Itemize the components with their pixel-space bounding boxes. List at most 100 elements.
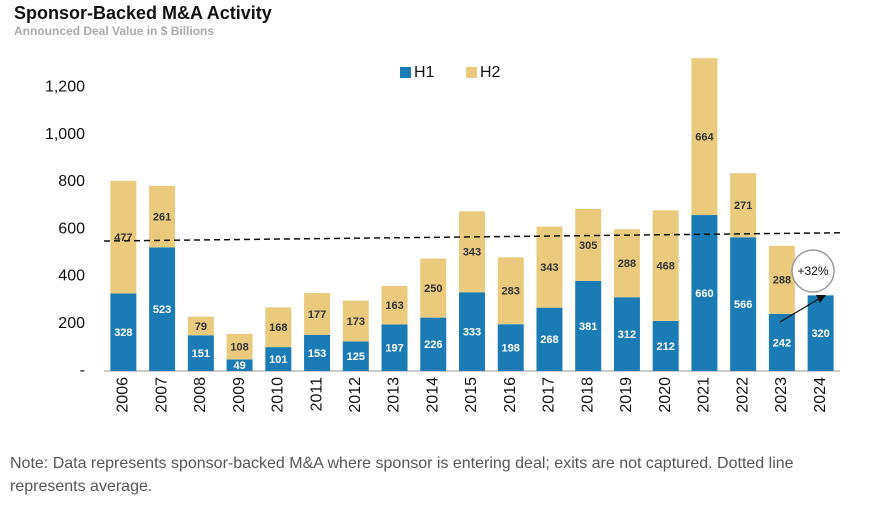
data-label: 49: [233, 360, 245, 372]
bar-segment: [226, 359, 253, 371]
annotation-circle: [791, 249, 835, 293]
legend-label: H1: [414, 64, 435, 81]
x-tick-label: 2013: [386, 377, 403, 413]
bar-segment: [730, 237, 757, 371]
annotation: +32%: [797, 264, 828, 278]
bar-segment: [420, 258, 447, 318]
data-label: 343: [540, 262, 558, 274]
y-tick-label: -: [80, 362, 85, 379]
data-label: 312: [618, 329, 636, 341]
bar-segment: [730, 173, 757, 238]
x-tick-label: 2018: [579, 377, 596, 413]
x-tick-label: 2007: [153, 377, 170, 413]
x-tick-label: 2010: [270, 377, 287, 413]
x-tick-label: 2016: [502, 377, 519, 413]
x-tick-label: 2008: [192, 377, 209, 413]
data-label: 125: [347, 351, 365, 363]
data-label: 268: [540, 334, 558, 346]
bar-segment: [187, 335, 214, 371]
bar-segment: [304, 293, 331, 335]
bar-segment: [768, 313, 795, 371]
data-label: 477: [114, 232, 132, 244]
bar-segment: [497, 324, 524, 371]
data-label: 664: [695, 132, 714, 144]
x-tick-label: 2012: [347, 377, 364, 413]
y-tick-label: 200: [58, 315, 85, 332]
bar-segment: [110, 180, 137, 294]
data-label: 250: [424, 283, 442, 295]
x-tick-label: 2014: [424, 377, 441, 413]
bar-segment: [497, 257, 524, 325]
x-tick-label: 2024: [812, 377, 829, 413]
y-tick-label: 1,000: [45, 126, 85, 143]
bar-segment: [304, 334, 331, 371]
data-label: 283: [502, 286, 520, 298]
data-label: 660: [695, 288, 713, 300]
bar-segment: [420, 317, 447, 371]
data-label: 79: [195, 321, 207, 333]
bar-segment: [110, 293, 137, 371]
data-label: 305: [579, 240, 597, 252]
x-tick-label: 2015: [463, 377, 480, 413]
data-label: 163: [385, 300, 403, 312]
bar-segment: [459, 292, 485, 371]
bar-segment: [381, 324, 408, 371]
x-tick-label: 2006: [115, 377, 132, 413]
data-label: 101: [269, 354, 287, 366]
bar-segment: [768, 245, 795, 314]
chart-title: Sponsor-Backed M&A Activity: [14, 3, 272, 23]
data-label: 168: [269, 322, 287, 334]
data-label: 333: [463, 327, 481, 339]
legend-label: H2: [480, 64, 501, 81]
bar-segment: [265, 347, 292, 371]
bar-segment: [149, 185, 176, 248]
x-tick-label: 2022: [734, 377, 751, 413]
data-label: 242: [773, 337, 791, 349]
chart: Sponsor-Backed M&A Activity Announced De…: [14, 3, 841, 413]
x-tick-label: 2019: [618, 377, 635, 413]
x-tick-label: 2020: [657, 377, 674, 413]
x-tick-label: 2009: [231, 377, 248, 413]
note: Note: Data represents sponsor-backed M&A…: [10, 455, 794, 495]
bar-segment: [652, 320, 679, 371]
x-tick-label: 2011: [308, 377, 325, 412]
y-tick-label: 600: [58, 220, 85, 237]
bar-segment: [613, 229, 640, 298]
bar-segment: [187, 316, 214, 336]
bar-segment: [807, 295, 834, 371]
data-label: 173: [347, 316, 365, 328]
bar-segment: [265, 307, 292, 348]
legend-swatch: [466, 67, 477, 78]
data-label: 197: [385, 343, 403, 355]
data-label: 288: [618, 258, 636, 270]
data-label: 320: [811, 328, 829, 340]
data-label: 523: [153, 304, 171, 316]
data-label: 212: [657, 341, 675, 353]
data-label: 108: [230, 342, 248, 354]
bar-segment: [536, 226, 563, 308]
bar-segment: [149, 247, 176, 371]
bar-segment: [459, 211, 485, 293]
bar-segment: [342, 300, 369, 342]
data-label: 153: [308, 348, 326, 360]
x-tick-label: 2017: [541, 377, 558, 413]
data-label: 566: [734, 299, 752, 311]
data-label: 226: [424, 339, 442, 351]
bar-segment: [342, 341, 369, 371]
y-tick-label: 1,200: [45, 79, 85, 96]
data-label: 271: [734, 200, 752, 212]
average-line: [103, 232, 841, 242]
data-label: 151: [192, 348, 210, 360]
arrow-head: [816, 295, 826, 303]
data-label: 288: [773, 275, 791, 287]
x-tick-label: 2023: [773, 377, 790, 413]
x-tick-label: 2021: [696, 377, 713, 413]
data-label: 381: [579, 321, 597, 333]
data-label: 261: [153, 211, 171, 223]
bar-segment: [226, 333, 253, 360]
y-tick-label: 800: [58, 173, 85, 190]
y-tick-label: 400: [58, 268, 85, 285]
bar-segment: [381, 285, 408, 325]
data-label: 198: [502, 343, 520, 355]
